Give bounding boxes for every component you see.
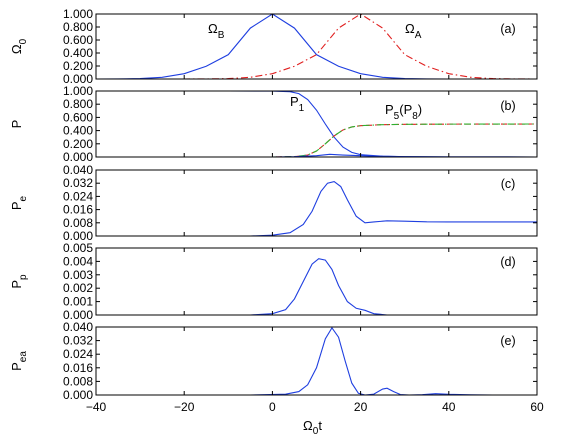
y-axis-title: Pea bbox=[9, 351, 29, 371]
x-axis-title: Ω0t bbox=[303, 418, 322, 437]
series-line--b bbox=[96, 13, 537, 80]
y-tick-label: 0.000 bbox=[63, 72, 93, 86]
y-tick-label: 0.024 bbox=[63, 347, 93, 361]
y-tick-label: 0.400 bbox=[63, 124, 93, 138]
annotation-sub: A bbox=[415, 30, 422, 41]
y-tick-label: 0.016 bbox=[63, 361, 93, 375]
x-axis-title-main: Ω bbox=[303, 418, 313, 433]
y-tick-label: 0.003 bbox=[63, 268, 93, 282]
x-tick-label: −20 bbox=[174, 400, 195, 414]
y-axis-title-main: Ω bbox=[9, 44, 24, 54]
y-tick-label: 0.040 bbox=[63, 320, 93, 334]
curve-annotation: P5(P8) bbox=[385, 102, 422, 122]
y-tick-label: 0.008 bbox=[63, 216, 93, 230]
x-tick-label: 60 bbox=[530, 400, 544, 414]
y-axis-title-main: P bbox=[9, 280, 24, 289]
y-axis-title: P bbox=[9, 120, 24, 129]
annotation-tail-end: ) bbox=[418, 102, 422, 117]
panel-frame bbox=[95, 169, 538, 237]
x-tick-label: −40 bbox=[86, 400, 107, 414]
curve-annotation: ΩB bbox=[208, 21, 225, 41]
y-tick-label: 0.002 bbox=[63, 281, 93, 295]
y-axis-title-main: P bbox=[9, 120, 24, 129]
panel-tag: (a) bbox=[500, 22, 515, 36]
y-tick-label: 0.000 bbox=[63, 388, 93, 402]
y-axis-title-main: P bbox=[9, 201, 24, 210]
y-tick-label: 0.016 bbox=[63, 203, 93, 217]
y-axis-title-main: P bbox=[9, 362, 24, 371]
y-tick-label: 0.800 bbox=[63, 97, 93, 111]
panel-tag: (e) bbox=[500, 334, 515, 348]
y-axis-title-sub: 0 bbox=[18, 38, 29, 44]
y-tick-label: 0.004 bbox=[63, 254, 93, 268]
x-tick-label: 0 bbox=[269, 400, 276, 414]
series-line-p-e bbox=[96, 180, 537, 237]
y-tick-label: 0.000 bbox=[63, 229, 93, 243]
x-axis-title-sub: 0 bbox=[313, 426, 319, 437]
annotation-main: Ω bbox=[405, 21, 415, 36]
series-line-p-8 bbox=[96, 123, 537, 158]
annotation-sub: 5 bbox=[394, 111, 400, 122]
annotation-sub: 1 bbox=[299, 103, 305, 114]
y-tick-label: 1.000 bbox=[63, 84, 93, 98]
panel-frame bbox=[95, 13, 538, 80]
annotation-main: P bbox=[385, 102, 394, 117]
y-tick-label: 0.600 bbox=[63, 110, 93, 124]
y-axis-title: Pe bbox=[9, 195, 29, 210]
panel-tag: (c) bbox=[501, 177, 516, 191]
series-line-p-p bbox=[96, 258, 537, 316]
annotation-main: Ω bbox=[208, 21, 218, 36]
y-tick-label: 0.200 bbox=[63, 59, 93, 73]
y-tick-label: 0.200 bbox=[63, 137, 93, 151]
y-tick-label: 0.024 bbox=[63, 189, 93, 203]
y-tick-label: 0.000 bbox=[63, 150, 93, 164]
annotation-tail-sub: 8 bbox=[412, 111, 418, 122]
y-tick-label: 1.000 bbox=[63, 7, 93, 21]
y-tick-label: 0.008 bbox=[63, 374, 93, 388]
y-tick-label: 0.600 bbox=[63, 33, 93, 47]
series-line-p-ea bbox=[96, 326, 537, 396]
panel-tag: (b) bbox=[500, 99, 515, 113]
annotation-sub: B bbox=[218, 30, 225, 41]
y-tick-label: 0.005 bbox=[63, 241, 93, 255]
y-tick-label: 0.000 bbox=[63, 308, 93, 322]
panel-tag: (d) bbox=[500, 255, 515, 269]
y-axis-title: Ω0 bbox=[9, 38, 29, 54]
annotation-tail: (P bbox=[399, 102, 412, 117]
y-tick-label: 0.040 bbox=[63, 163, 93, 177]
y-tick-label: 0.400 bbox=[63, 46, 93, 60]
panel-frame bbox=[95, 90, 538, 158]
x-tick-label: 40 bbox=[442, 400, 456, 414]
panel-frame bbox=[95, 326, 538, 396]
series-line-p-5 bbox=[96, 123, 537, 158]
y-tick-label: 0.032 bbox=[63, 176, 93, 190]
y-tick-label: 0.001 bbox=[63, 295, 93, 309]
y-axis-title-sub: p bbox=[18, 274, 29, 280]
y-tick-label: 0.032 bbox=[63, 334, 93, 348]
curve-annotation: P1 bbox=[290, 94, 305, 114]
y-axis-title-sub: e bbox=[18, 195, 29, 201]
y-tick-label: 0.800 bbox=[63, 20, 93, 34]
y-axis-title-sub: ea bbox=[18, 351, 29, 363]
x-axis-title-tail: t bbox=[318, 418, 322, 433]
panel-frame bbox=[95, 247, 538, 316]
series-line--a bbox=[96, 13, 537, 80]
curve-annotation: ΩA bbox=[405, 21, 422, 41]
y-axis-title: Pp bbox=[9, 274, 29, 289]
annotation-main: P bbox=[290, 94, 299, 109]
x-tick-label: 20 bbox=[354, 400, 368, 414]
